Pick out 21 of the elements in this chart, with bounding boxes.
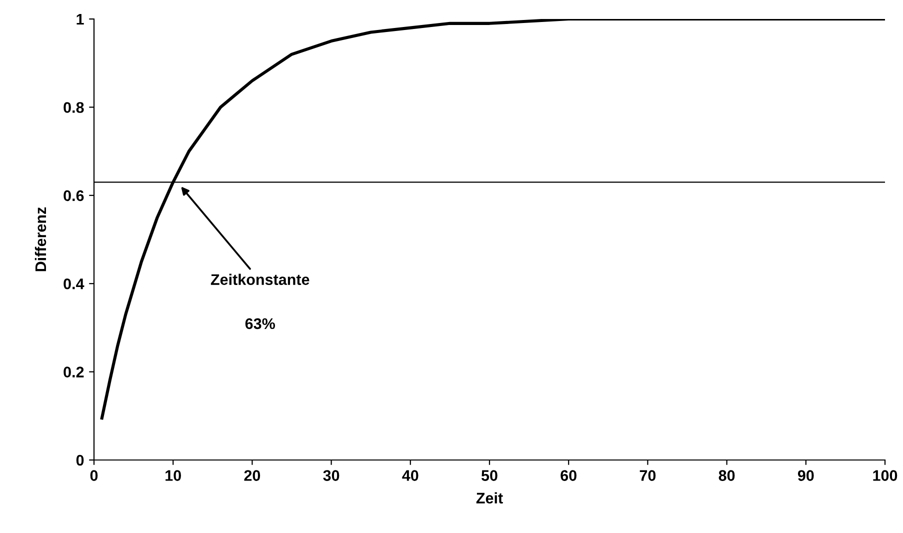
x-tick-label: 0 [90,470,98,481]
x-tick-label: 20 [244,470,260,481]
y-tick-label: 0 [76,454,84,466]
y-tick-label: 1 [76,14,84,25]
x-axis-title: Zeit [476,492,503,504]
y-tick-label: 0.2 [64,366,84,378]
y-tick-label: 0.4 [64,278,84,290]
x-tick-label: 60 [560,470,576,481]
x-tick-label: 30 [323,470,340,481]
x-tick-label: 90 [798,470,814,481]
x-tick-label: 80 [718,470,735,481]
annotation: 63% [245,318,275,330]
x-tick-label: 10 [166,470,181,481]
x-tick-label: 50 [481,470,498,481]
y-tick-label: 0.6 [64,190,84,202]
x-tick-label: 100 [873,470,898,481]
x-tick-label: 70 [640,470,656,481]
x-tick-label: 40 [402,470,418,481]
y-axis-title: Differenz [34,207,46,272]
y-tick-label: 0.8 [64,102,84,113]
annotation: Zeitkonstante [210,274,310,285]
